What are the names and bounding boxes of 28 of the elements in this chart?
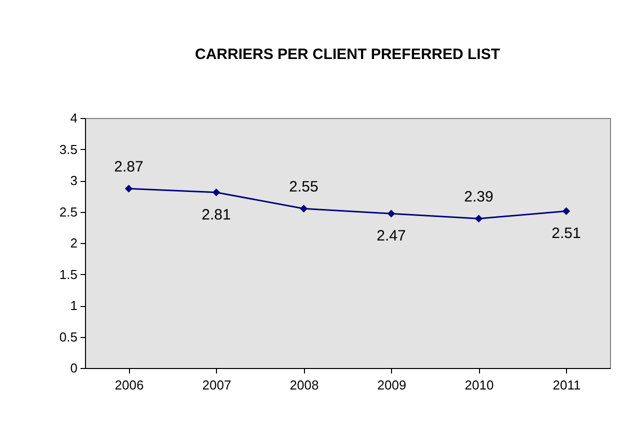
x-tick-label: 2008 xyxy=(290,378,319,392)
data-label: 2.87 xyxy=(114,158,144,176)
point xyxy=(212,188,220,196)
chart-title: CARRIERS PER CLIENT PREFERRED LIST xyxy=(194,46,500,63)
point xyxy=(300,204,308,212)
point xyxy=(562,207,570,215)
y-tick-label: 0.5 xyxy=(59,329,78,344)
data-label: 2.47 xyxy=(376,228,406,245)
y-tick-label: 1.5 xyxy=(59,266,78,282)
data-label: 2.55 xyxy=(289,178,318,196)
y-tick-label: 0 xyxy=(70,360,78,376)
y-tick-label: 4 xyxy=(70,110,78,126)
y-tick-label: 3.5 xyxy=(59,142,78,157)
y-tick-label: 2 xyxy=(70,236,78,250)
data-label: 2.81 xyxy=(202,206,231,224)
x-tick-label: 2011 xyxy=(552,378,581,392)
point xyxy=(387,210,396,218)
point xyxy=(124,184,133,192)
point xyxy=(474,214,483,222)
x-tick-label: 2010 xyxy=(464,378,494,392)
y-tick-label: 1 xyxy=(70,298,78,313)
x-tick-label: 2007 xyxy=(202,378,232,392)
x-tick-label: 2006 xyxy=(114,378,144,392)
y-tick-label: 2.5 xyxy=(59,204,78,220)
x-tick-label: 2009 xyxy=(377,378,406,392)
y-tick-label: 3 xyxy=(70,173,78,188)
data-label: 2.51 xyxy=(552,225,581,242)
data-label: 2.39 xyxy=(464,188,494,206)
